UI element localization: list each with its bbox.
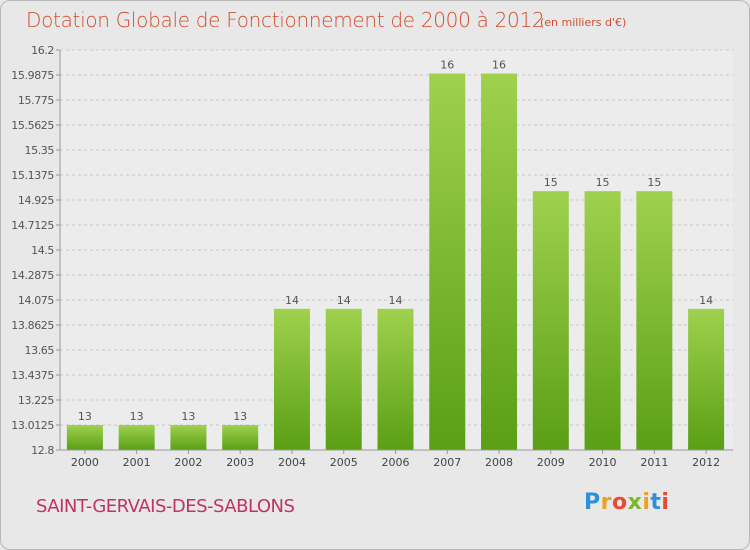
bar: [688, 308, 725, 450]
bars: 13 13 13 13 14 14 14 16 16 15 15 15 14: [66, 59, 725, 451]
x-tick-label: 2007: [433, 456, 461, 469]
bar-value-label: 13: [181, 410, 195, 423]
bar-value-label: 14: [285, 294, 299, 307]
bar-value-label: 13: [130, 410, 144, 423]
bar-value-label: 15: [647, 176, 661, 189]
bar: [118, 425, 155, 450]
bar: [170, 425, 207, 450]
chart-unit: (en milliers d'€): [540, 16, 627, 29]
y-tick-label: 14.5: [31, 244, 54, 257]
y-tick-label: 15.1375: [11, 169, 54, 182]
bar-value-label: 14: [337, 294, 351, 307]
bar-value-label: 14: [389, 294, 403, 307]
y-tick-label: 13.4375: [11, 369, 54, 382]
bar: [481, 73, 518, 450]
x-tick-label: 2003: [226, 456, 254, 469]
bar-value-label: 16: [440, 59, 454, 72]
proxiti-logo[interactable]: Proxiti: [584, 490, 670, 515]
bar-value-label: 15: [596, 176, 610, 189]
x-tick-label: 2004: [278, 456, 306, 469]
y-tick-label: 14.925: [18, 194, 54, 207]
bar: [222, 425, 259, 450]
bar-value-label: 15: [544, 176, 558, 189]
x-tick-label: 2005: [330, 456, 358, 469]
y-tick-label: 15.35: [25, 144, 55, 157]
y-tick-label: 12.8: [31, 444, 54, 457]
chart-title: Dotation Globale de Fonctionnement de 20…: [26, 8, 545, 32]
bar: [636, 191, 673, 451]
x-tick-label: 2011: [640, 456, 668, 469]
x-tick-label: 2008: [485, 456, 513, 469]
y-axis-ticks: 12.8 13.0125 13.225 13.4375 13.65 13.8625 14.0…: [11, 44, 60, 457]
y-tick-label: 14.7125: [11, 219, 54, 232]
y-tick-label: 13.225: [18, 394, 54, 407]
x-tick-label: 2012: [692, 456, 720, 469]
y-tick-label: 15.775: [18, 94, 54, 107]
y-tick-label: 13.8625: [11, 319, 54, 332]
y-tick-label: 13.0125: [11, 419, 54, 432]
y-tick-label: 14.075: [18, 294, 54, 307]
bar: [429, 73, 466, 450]
x-tick-label: 2001: [123, 456, 151, 469]
bar-value-label: 14: [699, 294, 713, 307]
x-tick-label: 2006: [382, 456, 410, 469]
x-tick-label: 2002: [174, 456, 202, 469]
bar: [584, 191, 621, 451]
bar-value-label: 16: [492, 59, 506, 72]
y-tick-label: 15.5625: [11, 119, 54, 132]
x-axis-ticks: 2000 2001 2002 2003 2004 2005 2006 2007 2008 2009…: [71, 450, 720, 469]
x-tick-label: 2000: [71, 456, 99, 469]
y-tick-label: 14.2875: [11, 269, 54, 282]
commune-name: SAINT-GERVAIS-DES-SABLONS: [36, 496, 295, 517]
bar: [377, 308, 414, 450]
bar-value-label: 13: [78, 410, 92, 423]
x-tick-label: 2010: [589, 456, 617, 469]
y-tick-label: 15.9875: [11, 69, 54, 82]
y-tick-label: 13.65: [25, 344, 55, 357]
x-tick-label: 2009: [537, 456, 565, 469]
bar: [325, 308, 362, 450]
bar: [66, 425, 103, 450]
bar: [273, 308, 310, 450]
bar-value-label: 13: [233, 410, 247, 423]
bar: [532, 191, 569, 451]
y-tick-label: 16.2: [31, 44, 54, 57]
